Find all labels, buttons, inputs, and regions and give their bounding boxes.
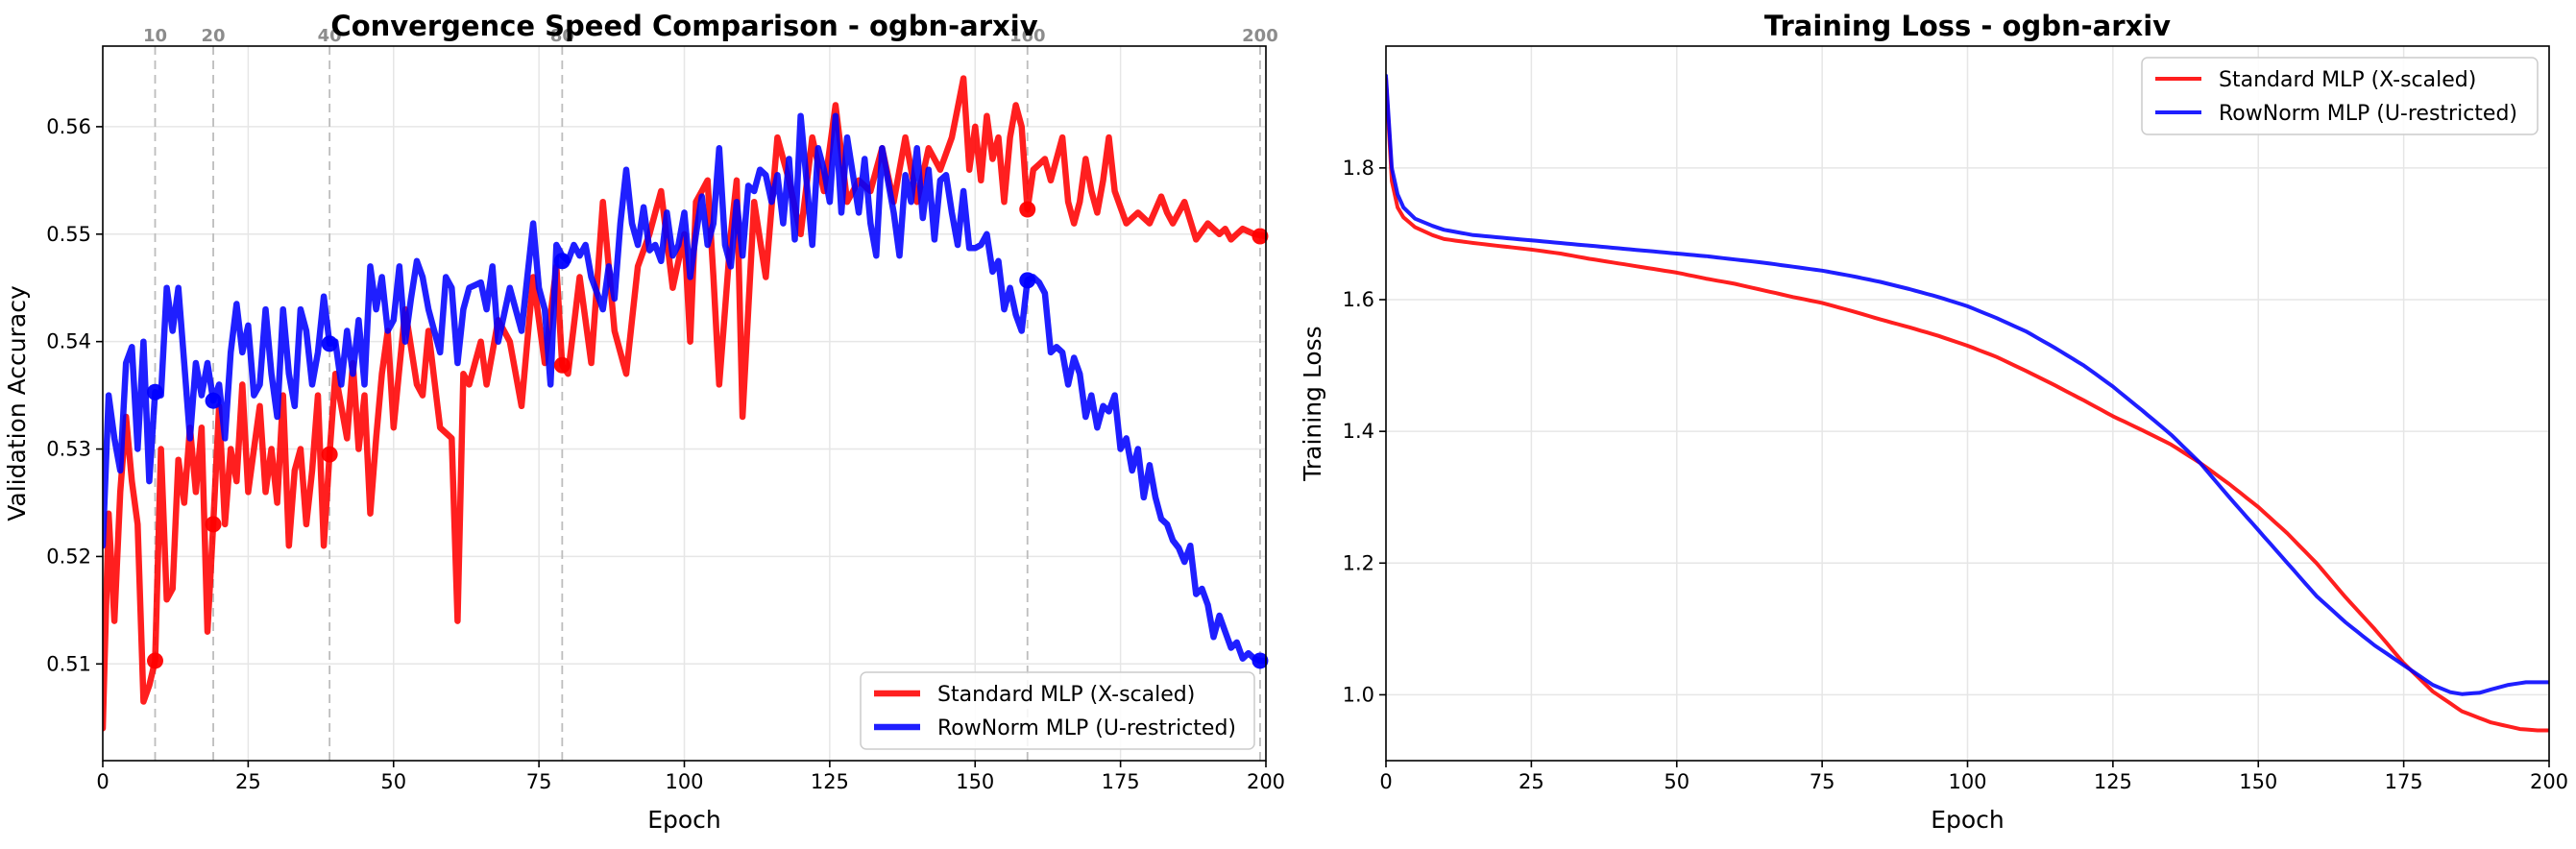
y-axis-label: Training Loss [1299, 326, 1326, 481]
x-tick-label: 0 [96, 770, 109, 793]
milestone-marker [553, 356, 571, 374]
series-line-rownorm-mlp [1386, 73, 2549, 696]
ticks: 0 25 50 75 100 125 150 175 200 1.0 1.2 1.4 1.6 1.8 [1343, 157, 2568, 793]
chart-panel-2: 0 25 50 75 100 125 150 175 200 1.0 1.2 1.4 1.6 1.8 Tra… [1299, 10, 2568, 834]
y-tick-label: 0.54 [46, 330, 91, 353]
y-tick-label: 0.55 [46, 223, 91, 246]
x-tick-label: 125 [2094, 770, 2132, 793]
series-line-rownorm-mlp [103, 112, 1266, 665]
y-tick-label: 1.8 [1343, 157, 1374, 180]
y-tick-label: 0.51 [46, 652, 91, 675]
x-axis-label: Epoch [1931, 806, 2005, 834]
x-tick-label: 100 [1948, 770, 1986, 793]
x-axis-label: Epoch [647, 806, 721, 834]
legend-frame [2141, 57, 2539, 135]
legend: Standard MLP (X-scaled) RowNorm MLP (U-re… [860, 671, 1255, 750]
series-line-standard-mlp [1386, 77, 2549, 733]
x-tick-label: 25 [1519, 770, 1544, 793]
x-tick-label: 175 [2385, 770, 2423, 793]
x-tick-label: 150 [956, 770, 994, 793]
ticks: 0 25 50 75 100 125 150 175 200 0.51 0.52 0.53 0.54 0.… [46, 115, 1285, 793]
legend-label: Standard MLP (X-scaled) [937, 683, 1195, 707]
y-tick-label: 1.2 [1343, 551, 1374, 574]
milestone-marker [321, 335, 338, 352]
milestone-markers [146, 253, 1269, 669]
milestone-marker [146, 383, 163, 400]
y-tick-label: 1.6 [1343, 288, 1374, 311]
chart-title: Convergence Speed Comparison - ogbn-arxi… [330, 10, 1037, 42]
x-tick-label: 200 [1247, 770, 1285, 793]
milestone-marker [205, 392, 222, 409]
legend-label: RowNorm MLP (U-restricted) [937, 716, 1236, 740]
milestone-label: 200 [1242, 26, 1278, 46]
x-tick-label: 25 [235, 770, 261, 793]
milestone-label: 40 [318, 26, 342, 46]
x-tick-label: 100 [665, 770, 703, 793]
legend-label: RowNorm MLP (U-restricted) [2219, 102, 2517, 126]
y-tick-label: 0.56 [46, 115, 91, 138]
legend: Standard MLP (X-scaled) RowNorm MLP (U-re… [2141, 57, 2539, 135]
milestone-marker [146, 652, 163, 669]
milestone-marker [321, 446, 338, 463]
grid [1385, 46, 2550, 761]
y-tick-label: 0.52 [46, 545, 91, 568]
milestone-marker [1019, 272, 1036, 289]
x-tick-label: 75 [526, 770, 552, 793]
legend-label: Standard MLP (X-scaled) [2219, 68, 2476, 92]
x-tick-label: 125 [811, 770, 849, 793]
y-axis-label: Validation Accuracy [3, 285, 31, 522]
milestone-label: 10 [143, 26, 167, 46]
series-lines [103, 75, 1266, 732]
chart-title: Training Loss - ogbn-arxiv [1764, 10, 2171, 42]
x-tick-label: 50 [380, 770, 406, 793]
chart-panel-1: 10 20 40 80 160 200 0 25 50 75 100 125 150 175 200 0.51… [3, 10, 1285, 834]
x-tick-label: 200 [2530, 770, 2568, 793]
legend-frame [860, 671, 1255, 750]
milestone-label: 20 [202, 26, 226, 46]
milestone-label: 80 [550, 26, 574, 46]
milestone-marker [1252, 228, 1269, 245]
milestone-marker [1252, 652, 1269, 669]
x-tick-label: 50 [1664, 770, 1689, 793]
x-tick-label: 150 [2239, 770, 2277, 793]
x-tick-label: 0 [1379, 770, 1392, 793]
milestone-marker [1019, 201, 1036, 218]
milestone-marker [553, 253, 571, 270]
series-lines [1386, 73, 2549, 733]
y-tick-label: 1.4 [1343, 420, 1374, 443]
x-tick-label: 175 [1102, 770, 1140, 793]
milestone-label: 160 [1009, 26, 1046, 46]
y-tick-label: 1.0 [1343, 683, 1374, 706]
x-tick-label: 75 [1810, 770, 1835, 793]
milestone-marker [205, 516, 222, 533]
y-tick-label: 0.53 [46, 438, 91, 461]
milestone-markers [146, 201, 1269, 669]
